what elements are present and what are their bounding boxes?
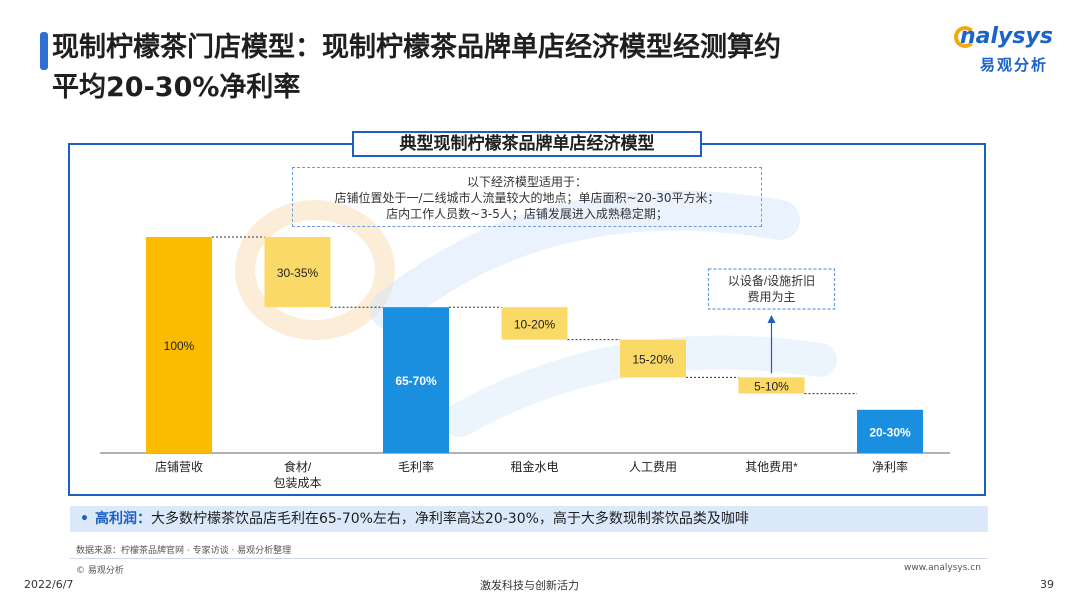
bar-1 [146, 237, 212, 453]
category-label-6-1: 其他费用* [745, 460, 798, 474]
title-accent-bar [40, 32, 48, 70]
annotation-line-2: 费用为主 [747, 290, 795, 304]
website-link[interactable]: www.analysys.cn [904, 563, 981, 573]
data-label-6: 5-10% [754, 380, 789, 394]
bar-3 [383, 307, 449, 453]
report-date: 2022/6/7 [24, 578, 74, 591]
data-label-2: 30-35% [277, 266, 319, 280]
note-line-1: 以下经济模型适用于： [466, 175, 587, 189]
data-label-7: 20-30% [869, 425, 911, 439]
data-source: 数据来源：柠檬茶品牌官网 · 专家访谈 · 易观分析整理 [76, 546, 292, 556]
annotation-box [707, 268, 836, 310]
category-label-2-1: 食材/ [284, 459, 312, 474]
annotation-arrow-head-icon [767, 315, 776, 323]
note-line-2: 店铺位置处于一/二线城市人流量较大的地点；单店面积~20-30平方米； [334, 191, 720, 205]
analysys-logo: nalysys 易观分析 [954, 22, 1064, 82]
highlight-text: 大多数柠檬茶饮品店毛利在65-70%左右，净利率高达20-30%，高于大多数现制… [150, 511, 749, 527]
highlight-bar: • 高利润：大多数柠檬茶饮品店毛利在65-70%左右，净利率高达20-30%，高于… [70, 506, 988, 532]
category-label-2-2: 包装成本 [273, 476, 321, 490]
bar-4 [501, 307, 568, 340]
bar-6 [738, 377, 805, 394]
page-number: 39 [1040, 578, 1054, 591]
highlight-bullet: • [80, 511, 89, 527]
category-label-4-1: 租金水电 [510, 459, 558, 474]
category-label-5-1: 人工费用 [629, 460, 677, 474]
slogan: 激发科技与创新活力 [480, 579, 579, 592]
category-label-7-1: 净利率 [872, 459, 908, 474]
note-line-3: 店内工作人员数~3-5人；店铺发展进入成熟稳定期； [386, 207, 668, 221]
bar-2 [264, 237, 331, 308]
page-title-line-1: 现制柠檬茶门店模型：现制柠檬茶品牌单店经济模型经测算约 [52, 32, 781, 63]
chart-title: 典型现制柠檬茶品牌单店经济模型 [352, 131, 702, 157]
page-title-line-2: 平均20-30%净利率 [52, 72, 301, 103]
page-title: 现制柠檬茶门店模型：现制柠檬茶品牌单店经济模型经测算约 平均20-30%净利率 [52, 28, 932, 108]
copyright: © 易观分析 [76, 566, 124, 576]
annotation-line-1: 以设备/设施折旧 [728, 273, 815, 288]
data-label-3: 65-70% [395, 374, 437, 388]
logo-brand-en: nalysys [960, 24, 1053, 49]
applicability-note: 以下经济模型适用于： 店铺位置处于一/二线城市人流量较大的地点；单店面积~20-… [292, 167, 762, 227]
logo-brand-cn: 易观分析 [980, 56, 1049, 74]
category-label-1-1: 店铺营收 [155, 460, 203, 474]
bar-5 [620, 339, 686, 378]
category-label-3-1: 毛利率 [398, 459, 434, 474]
data-label-1: 100% [164, 339, 195, 353]
highlight-label: 高利润： [94, 511, 151, 527]
footer-divider [70, 558, 988, 559]
data-label-4: 10-20% [514, 317, 556, 331]
logo-swoosh-icon [954, 26, 976, 48]
data-label-5: 15-20% [632, 353, 674, 367]
bar-7 [857, 409, 923, 453]
